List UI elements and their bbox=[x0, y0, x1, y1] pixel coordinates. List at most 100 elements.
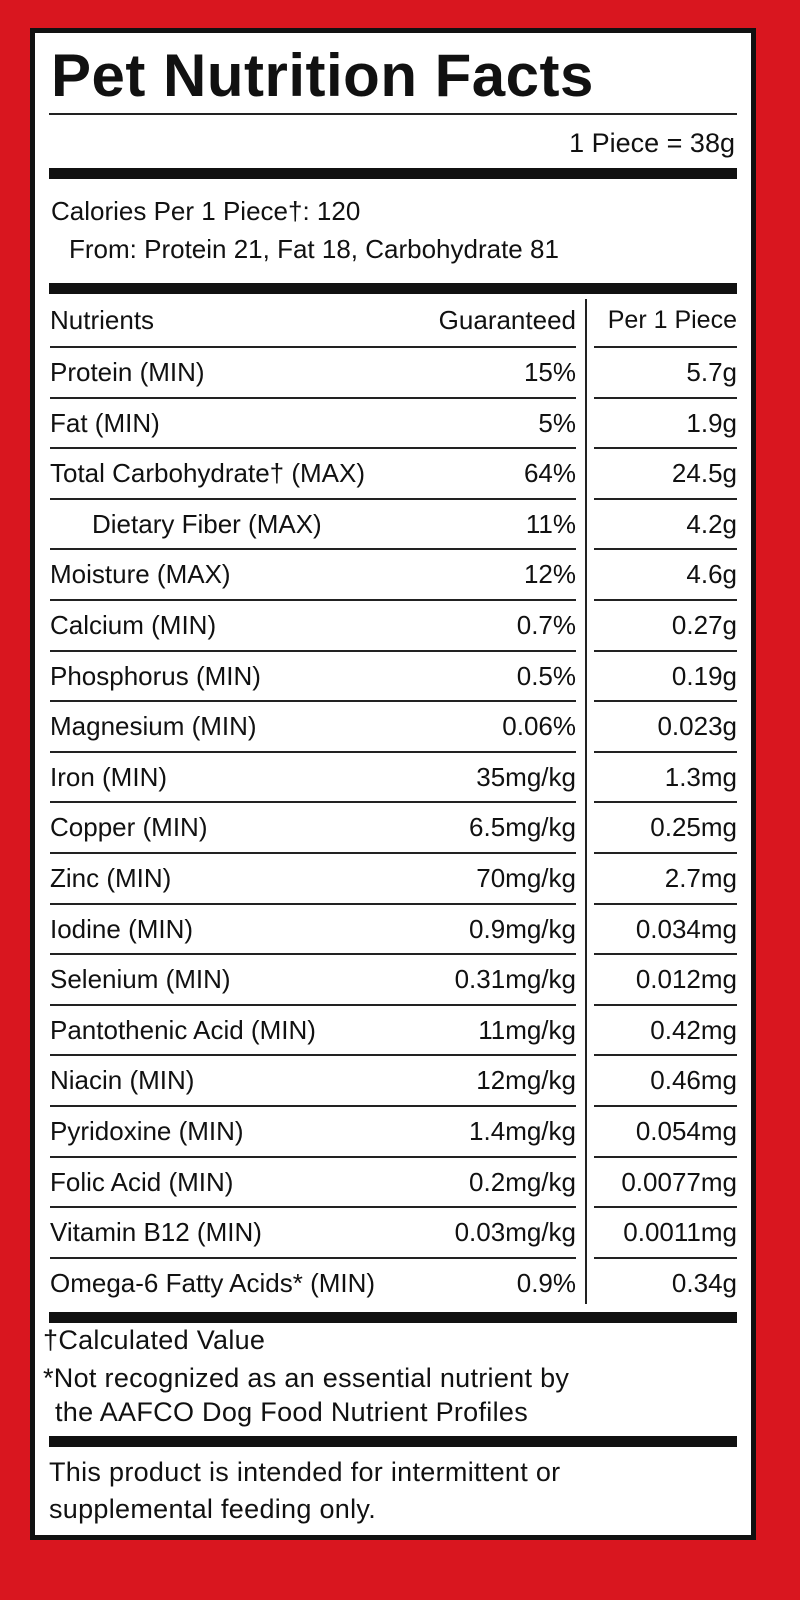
guaranteed-value: 15% bbox=[523, 357, 576, 387]
nutrient-name: Fat (MIN) bbox=[50, 407, 160, 438]
guaranteed-value: 0.2mg/kg bbox=[469, 1166, 576, 1197]
row-divider bbox=[50, 902, 576, 905]
row-divider bbox=[50, 548, 576, 551]
row-divider bbox=[50, 1105, 576, 1107]
nutrient-name: Iodine (MIN) bbox=[50, 913, 194, 944]
nutrient-name: Iron (MIN) bbox=[50, 761, 167, 792]
per-piece-value: 4.2g bbox=[686, 508, 737, 539]
footnote: the AAFCO Dog Food Nutrient Profiles bbox=[55, 1397, 529, 1427]
calories-from: From: Protein 21, Fat 18, Carbohydrate 8… bbox=[69, 234, 559, 264]
thick-divider bbox=[49, 1312, 737, 1323]
per-piece-value: 0.19g bbox=[671, 660, 737, 691]
row-divider bbox=[594, 852, 737, 854]
guaranteed-value: 70mg/kg bbox=[476, 863, 576, 893]
row-divider bbox=[50, 649, 576, 652]
per-piece-value: 0.023g bbox=[657, 711, 737, 742]
guaranteed-value: 12mg/kg bbox=[476, 1065, 576, 1096]
nutrition-panel: Pet Nutrition Facts 1 Piece = 38g Calori… bbox=[30, 28, 756, 1540]
per-piece-value: 0.42mg bbox=[650, 1014, 737, 1045]
nutrient-name: Magnesium (MIN) bbox=[50, 711, 257, 742]
guaranteed-value: 6.5mg/kg bbox=[469, 812, 576, 843]
row-divider bbox=[594, 1206, 737, 1209]
header-per-piece: Per 1 Piece bbox=[607, 306, 737, 334]
row-divider bbox=[594, 447, 737, 450]
guaranteed-value: 12% bbox=[523, 559, 576, 590]
row-divider bbox=[50, 1206, 576, 1209]
per-piece-value: 1.9g bbox=[686, 407, 737, 438]
nutrient-name: Pyridoxine (MIN) bbox=[50, 1116, 244, 1146]
notice-line: supplemental feeding only. bbox=[49, 1494, 377, 1524]
row-divider bbox=[50, 1003, 576, 1006]
row-divider bbox=[594, 1256, 737, 1259]
row-divider bbox=[594, 497, 737, 500]
thick-divider bbox=[49, 283, 737, 294]
nutrient-name: Calcium (MIN) bbox=[50, 610, 217, 640]
row-divider bbox=[50, 852, 576, 854]
nutrient-name: Moisture (MAX) bbox=[50, 559, 231, 590]
row-divider bbox=[50, 346, 576, 348]
row-divider bbox=[594, 1105, 737, 1107]
nutrient-name: Zinc (MIN) bbox=[50, 863, 172, 893]
per-piece-value: 0.034mg bbox=[635, 913, 737, 944]
row-divider bbox=[594, 548, 737, 551]
nutrient-name: Phosphorus (MIN) bbox=[50, 660, 261, 691]
nutrient-name: Selenium (MIN) bbox=[50, 964, 231, 995]
row-divider bbox=[594, 1003, 737, 1006]
per-piece-value: 0.27g bbox=[671, 610, 737, 640]
guaranteed-value: 64% bbox=[523, 458, 576, 489]
per-piece-value: 5.7g bbox=[686, 357, 737, 387]
row-divider bbox=[50, 396, 576, 399]
row-divider bbox=[594, 750, 737, 753]
row-divider bbox=[50, 700, 576, 703]
footnote: *Not recognized as an essential nutrient… bbox=[43, 1363, 570, 1393]
per-piece-value: 24.5g bbox=[671, 458, 737, 489]
nutrient-name: Protein (MIN) bbox=[50, 357, 205, 387]
nutrient-name: Omega-6 Fatty Acids* (MIN) bbox=[50, 1267, 376, 1298]
nutrient-name: Folic Acid (MIN) bbox=[50, 1166, 234, 1197]
thick-divider bbox=[49, 168, 737, 179]
nutrient-name: Dietary Fiber (MAX) bbox=[92, 508, 322, 539]
per-piece-value: 0.46mg bbox=[650, 1065, 737, 1096]
guaranteed-value: 11mg/kg bbox=[478, 1014, 576, 1045]
row-divider bbox=[594, 649, 737, 652]
notice-line: This product is intended for intermitten… bbox=[49, 1457, 561, 1487]
guaranteed-value: 0.03mg/kg bbox=[454, 1217, 576, 1248]
footnote: †Calculated Value bbox=[43, 1325, 266, 1355]
per-piece-value: 0.012mg bbox=[635, 964, 737, 995]
guaranteed-value: 0.9mg/kg bbox=[469, 913, 576, 944]
row-divider bbox=[594, 953, 737, 956]
guaranteed-value: 0.7% bbox=[516, 610, 576, 640]
nutrient-name: Vitamin B12 (MIN) bbox=[50, 1217, 262, 1248]
header-nutrients: Nutrients bbox=[50, 305, 155, 335]
header-guaranteed: Guaranteed bbox=[438, 305, 576, 335]
row-divider bbox=[594, 599, 737, 601]
per-piece-value: 0.0077mg bbox=[621, 1166, 737, 1197]
row-divider bbox=[50, 750, 576, 753]
guaranteed-value: 1.4mg/kg bbox=[469, 1116, 576, 1146]
title: Pet Nutrition Facts bbox=[51, 42, 594, 109]
row-divider bbox=[594, 700, 737, 703]
per-piece-value: 0.054mg bbox=[635, 1116, 737, 1146]
per-piece-value: 2.7mg bbox=[664, 863, 737, 893]
nutrient-name: Copper (MIN) bbox=[50, 812, 208, 843]
row-divider bbox=[50, 1054, 576, 1057]
guaranteed-value: 5% bbox=[538, 407, 576, 438]
per-piece-value: 1.3mg bbox=[664, 761, 737, 792]
row-divider bbox=[50, 953, 576, 956]
per-piece-value: 0.0011mg bbox=[623, 1217, 737, 1248]
per-piece-value: 0.34g bbox=[671, 1267, 737, 1298]
guaranteed-value: 0.9% bbox=[516, 1267, 576, 1298]
column-divider bbox=[585, 299, 587, 1305]
nutrient-name: Pantothenic Acid (MIN) bbox=[50, 1014, 316, 1045]
row-divider bbox=[50, 1256, 576, 1259]
row-divider bbox=[50, 497, 576, 500]
row-divider bbox=[50, 447, 576, 450]
row-divider bbox=[594, 1054, 737, 1057]
divider bbox=[49, 113, 737, 115]
row-divider bbox=[594, 396, 737, 399]
row-divider bbox=[594, 801, 737, 804]
row-divider bbox=[50, 1155, 576, 1158]
nutrient-table: Nutrients Guaranteed Per 1 Piece Protein (M… bbox=[35, 33, 751, 1333]
guaranteed-value: 35mg/kg bbox=[476, 761, 576, 792]
